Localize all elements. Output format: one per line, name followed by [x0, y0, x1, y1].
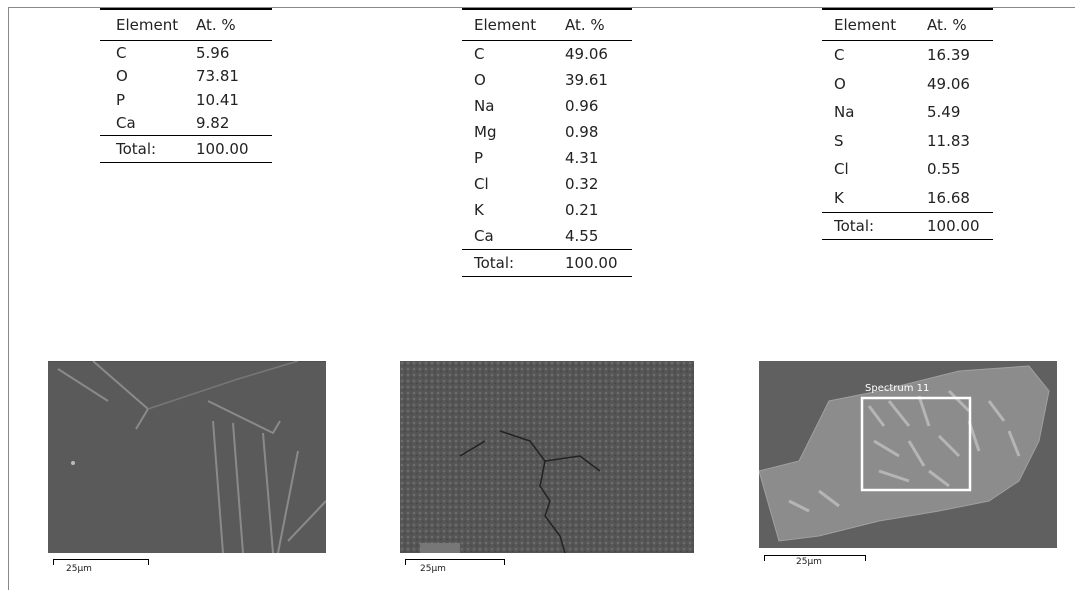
frame-line [8, 7, 9, 590]
element-cell: Element [116, 16, 179, 34]
table-row: C 49.06 [462, 41, 632, 67]
table-row: K 0.21 [462, 197, 632, 223]
value-cell: 0.32 [565, 175, 599, 193]
table-row: O 39.61 [462, 67, 632, 93]
element-cell: K [474, 201, 484, 219]
data-table: Element At. % C 16.39 O 49.06 Na 5.49 S 11.83 Cl 0.… [822, 8, 993, 240]
annotation: Spectrum 11 [865, 383, 929, 394]
element-cell: P [474, 149, 484, 167]
table-row: Na 0.96 [462, 93, 632, 119]
sem-image [400, 361, 694, 553]
scale-bar [53, 559, 149, 565]
data-table: Element At. % C 49.06 O 39.61 Na 0.96 Mg 0.98 P 4.3… [462, 8, 632, 277]
element-cell: Cl [834, 160, 849, 179]
element-cell: Mg [474, 123, 497, 141]
element-cell: O [474, 71, 486, 89]
scale-bar [405, 559, 505, 565]
value-cell: 11.83 [927, 131, 970, 150]
value-cell: 16.39 [927, 46, 970, 65]
value-cell: 0.55 [927, 160, 961, 179]
element-cell: Element [834, 16, 897, 34]
scale-label: 25μm [796, 557, 822, 567]
table-row: O 73.81 [100, 65, 272, 89]
element-cell: C [116, 43, 127, 62]
element-cell: Ca [474, 227, 494, 245]
value-cell: 49.06 [565, 45, 608, 63]
value-cell: 0.96 [565, 97, 599, 115]
element-cell: C [834, 46, 845, 65]
value-cell: 5.49 [927, 103, 961, 122]
element-cell: O [834, 74, 846, 93]
table-row: K 16.68 [822, 184, 993, 213]
value-cell: 100.00 [196, 140, 249, 158]
element-cell: Total: [116, 140, 157, 158]
element-cell: O [116, 67, 128, 86]
value-cell: At. % [927, 16, 967, 34]
table-row: Total: 100.00 [462, 249, 632, 276]
table-row: Total: 100.00 [100, 135, 272, 162]
value-cell: 4.31 [565, 149, 599, 167]
value-cell: 39.61 [565, 71, 608, 89]
table-row: Cl 0.32 [462, 171, 632, 197]
value-cell: 9.82 [196, 114, 230, 133]
value-cell: 49.06 [927, 74, 970, 93]
element-cell: S [834, 131, 844, 150]
scale-label: 25μm [66, 564, 92, 574]
value-cell: 100.00 [927, 217, 980, 235]
table-row: Na 5.49 [822, 98, 993, 127]
scale-label: 25μm [420, 564, 446, 574]
table-row: Ca 4.55 [462, 223, 632, 249]
element-cell: Total: [834, 217, 875, 235]
table-row: Cl 0.55 [822, 155, 993, 184]
table-row: C 16.39 [822, 41, 993, 70]
value-cell: 10.41 [196, 90, 239, 109]
table-row: Element At. % [100, 10, 272, 41]
table-row: Ca 9.82 [100, 112, 272, 136]
table-row: C 5.96 [100, 41, 272, 65]
sem-image [48, 361, 326, 553]
value-cell: 0.21 [565, 201, 599, 219]
value-cell: 16.68 [927, 188, 970, 207]
element-cell: Total: [474, 254, 515, 272]
table-row: Total: 100.00 [822, 212, 993, 239]
value-cell: 5.96 [196, 43, 230, 62]
table-row: Element At. % [822, 10, 993, 41]
value-cell: 4.55 [565, 227, 599, 245]
table-row: P 10.41 [100, 88, 272, 112]
element-cell: Cl [474, 175, 489, 193]
scale-bar [764, 555, 866, 561]
sem-image: Spectrum 11 [759, 361, 1057, 548]
element-cell: K [834, 188, 844, 207]
table-row: O 49.06 [822, 70, 993, 99]
table-row: Element At. % [462, 10, 632, 41]
table-row: S 11.83 [822, 127, 993, 156]
value-cell: 73.81 [196, 67, 239, 86]
value-cell: At. % [565, 16, 605, 34]
element-cell: P [116, 90, 126, 109]
table-row: Mg 0.98 [462, 119, 632, 145]
element-cell: Ca [116, 114, 136, 133]
table-row: P 4.31 [462, 145, 632, 171]
element-cell: Na [834, 103, 855, 122]
value-cell: 0.98 [565, 123, 599, 141]
element-cell: Na [474, 97, 495, 115]
data-table: Element At. % C 5.96 O 73.81 P 10.41 Ca 9.82 Total… [100, 8, 272, 163]
value-cell: At. % [196, 16, 236, 34]
element-cell: Element [474, 16, 537, 34]
value-cell: 100.00 [565, 254, 618, 272]
frame-line [8, 7, 1075, 8]
element-cell: C [474, 45, 485, 63]
